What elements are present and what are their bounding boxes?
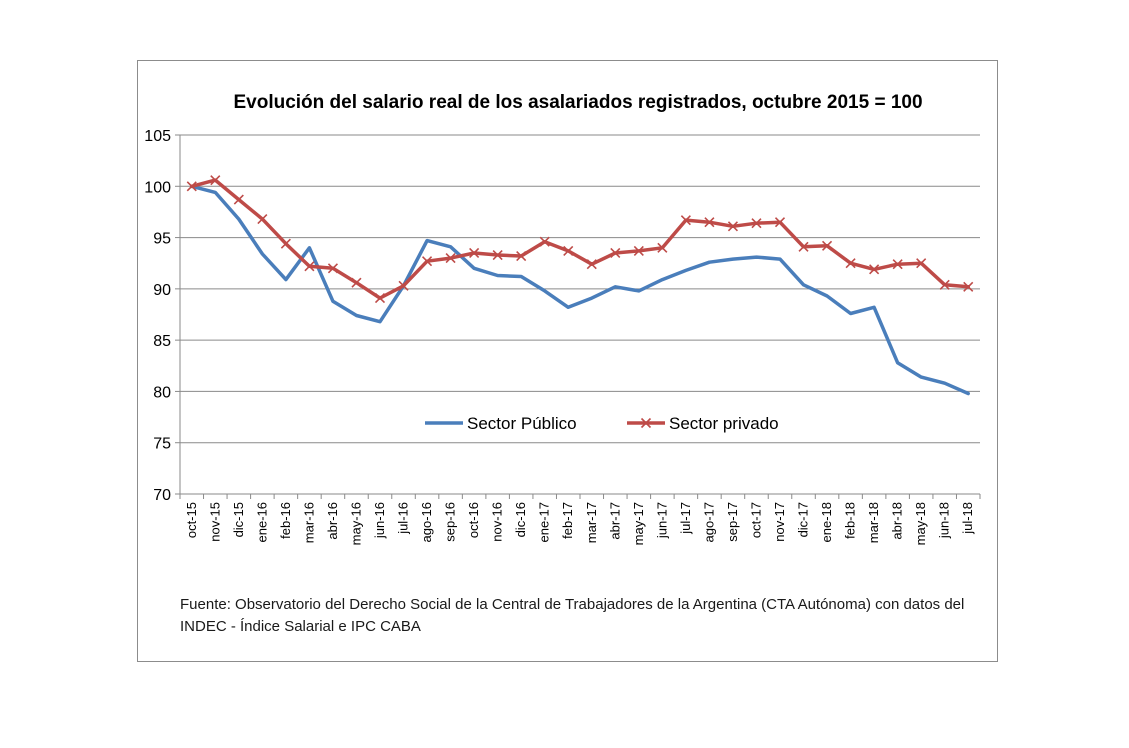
x-tick-label: jun-17 [654, 502, 669, 539]
y-tick-label: 95 [153, 231, 171, 248]
data-point-marker [374, 293, 386, 304]
data-point-marker [210, 175, 221, 186]
x-tick-label: nov-16 [490, 502, 505, 542]
y-tick-label: 85 [153, 333, 171, 350]
series-line-sector-privado [190, 178, 970, 300]
data-point-marker [798, 241, 809, 252]
x-tick-label: jun-18 [937, 502, 952, 539]
x-tick-label: jun-16 [372, 502, 387, 539]
data-point-marker [821, 240, 833, 251]
data-point-marker [845, 258, 856, 269]
data-point-marker [539, 236, 550, 247]
gridlines [180, 134, 980, 444]
x-tick-label: abr-18 [890, 502, 905, 540]
data-point-marker [727, 221, 739, 232]
x-tick-label: oct-15 [184, 502, 199, 538]
data-point-marker [610, 247, 621, 259]
series-line-sector-publico [190, 184, 970, 396]
x-tick-label: ene-18 [819, 502, 834, 542]
y-tick-label: 105 [144, 128, 171, 145]
x-tick-label: mar-17 [584, 502, 599, 543]
legend-label: Sector privado [669, 414, 779, 433]
data-point-marker [892, 259, 903, 270]
x-tick-label: mar-16 [301, 502, 316, 543]
data-point-marker [939, 279, 950, 290]
data-point-marker [327, 263, 339, 274]
data-point-marker [257, 214, 268, 225]
data-point-marker [586, 259, 597, 270]
x-tick-label: jul-17 [678, 502, 693, 535]
x-tick-label: oct-17 [748, 502, 763, 538]
y-tick-label: 80 [153, 384, 171, 401]
x-tick-label: dic-17 [796, 502, 811, 537]
data-point-marker [233, 194, 244, 205]
x-tick-label: feb-16 [278, 502, 293, 539]
x-tick-label: mar-18 [866, 502, 881, 543]
x-tick-label: sep-16 [443, 502, 458, 542]
data-point-marker [633, 245, 644, 256]
x-tick-label: may-16 [348, 502, 363, 545]
data-point-marker [774, 217, 786, 228]
legend: Sector Público Sector privado [425, 414, 779, 433]
y-tick-label: 90 [153, 282, 171, 299]
x-tick-label: ene-17 [537, 502, 552, 542]
data-point-marker [280, 238, 291, 249]
chart-frame [137, 60, 998, 662]
data-point-marker [916, 258, 927, 269]
x-tick-label: sep-17 [725, 502, 740, 542]
data-point-marker [516, 250, 527, 262]
data-point-marker [492, 249, 503, 261]
data-point-marker [869, 264, 880, 275]
x-tick-label: abr-16 [325, 502, 340, 540]
x-tick-label: dic-16 [513, 502, 528, 537]
axes: 70 75 80 85 90 95 100 105 oct-15 nov-15 dic-15 ene-… [144, 128, 981, 545]
series-lines [186, 175, 974, 396]
data-point-marker [563, 245, 574, 256]
data-point-marker [657, 242, 668, 253]
x-tick-label: ago-16 [419, 502, 434, 542]
data-point-marker [398, 280, 409, 291]
x-tick-label: may-18 [913, 502, 928, 545]
legend-marker [640, 417, 652, 429]
x-tick-label: abr-17 [607, 502, 622, 540]
data-point-marker [351, 277, 362, 288]
x-tick-label: feb-17 [560, 502, 575, 539]
legend-label: Sector Público [467, 414, 577, 433]
x-tick-label: ago-17 [701, 502, 716, 542]
x-tick-label: feb-18 [843, 502, 858, 539]
data-point-marker [186, 181, 197, 192]
source-note: Fuente: Observatorio del Derecho Social … [180, 596, 965, 635]
x-tick-label: jul-18 [960, 502, 975, 535]
data-point-marker [751, 218, 762, 229]
x-tick-label: ene-16 [254, 502, 269, 542]
x-tick-label: dic-15 [231, 502, 246, 537]
data-point-marker [421, 256, 433, 267]
x-tick-label: nov-17 [772, 502, 787, 542]
data-point-marker [445, 253, 456, 264]
x-tick-label: jul-16 [396, 502, 411, 535]
data-point-marker [704, 217, 715, 228]
x-tick-label: may-17 [631, 502, 646, 545]
data-point-marker [469, 247, 480, 259]
data-point-marker [304, 261, 315, 272]
chart-title: Evolución del salario real de los asalar… [233, 92, 922, 113]
y-tick-label: 75 [153, 436, 171, 453]
data-point-marker [963, 281, 974, 292]
x-tick-label: oct-16 [466, 502, 481, 538]
y-tick-label: 70 [153, 487, 171, 504]
data-point-marker [680, 215, 691, 226]
y-tick-label: 100 [144, 179, 171, 196]
x-tick-label: nov-15 [207, 502, 222, 542]
